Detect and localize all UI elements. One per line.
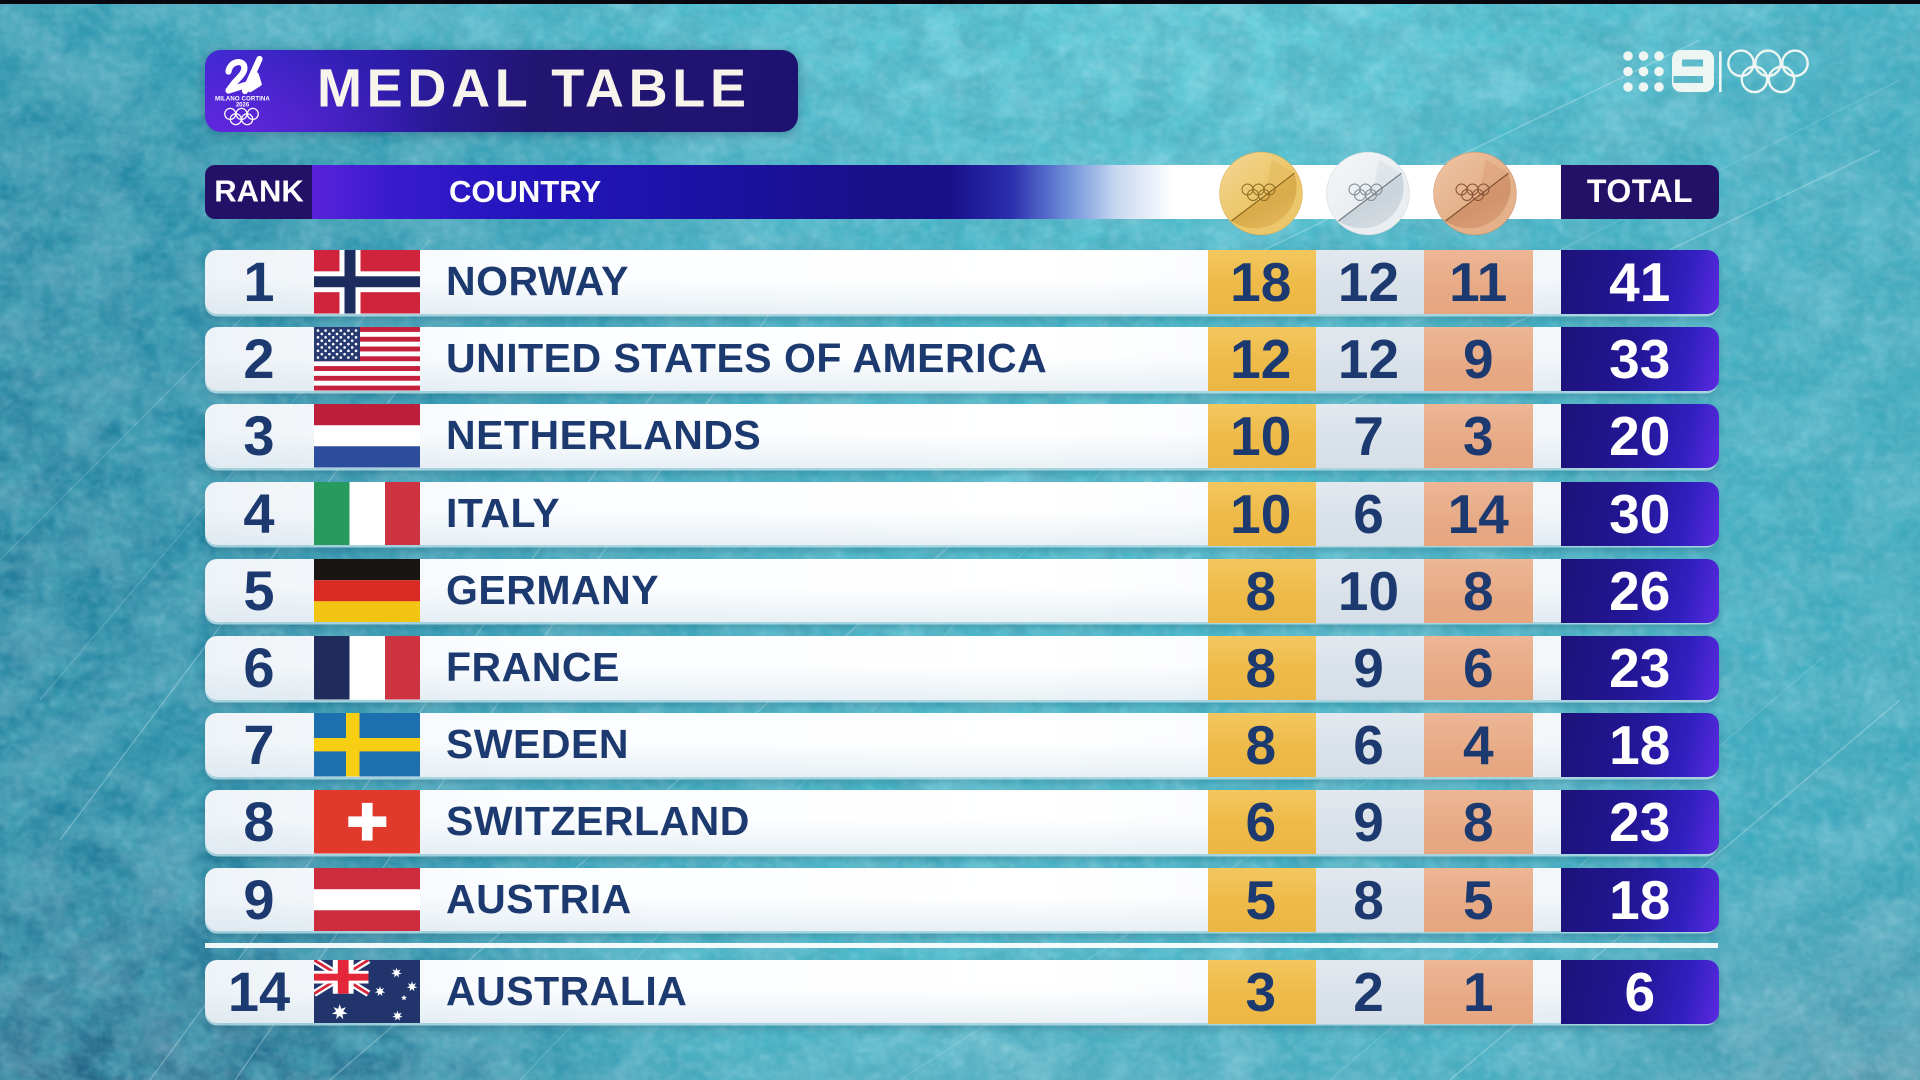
svg-text:MILANO CORTINA: MILANO CORTINA xyxy=(215,95,270,102)
svg-text:2026: 2026 xyxy=(236,103,250,109)
